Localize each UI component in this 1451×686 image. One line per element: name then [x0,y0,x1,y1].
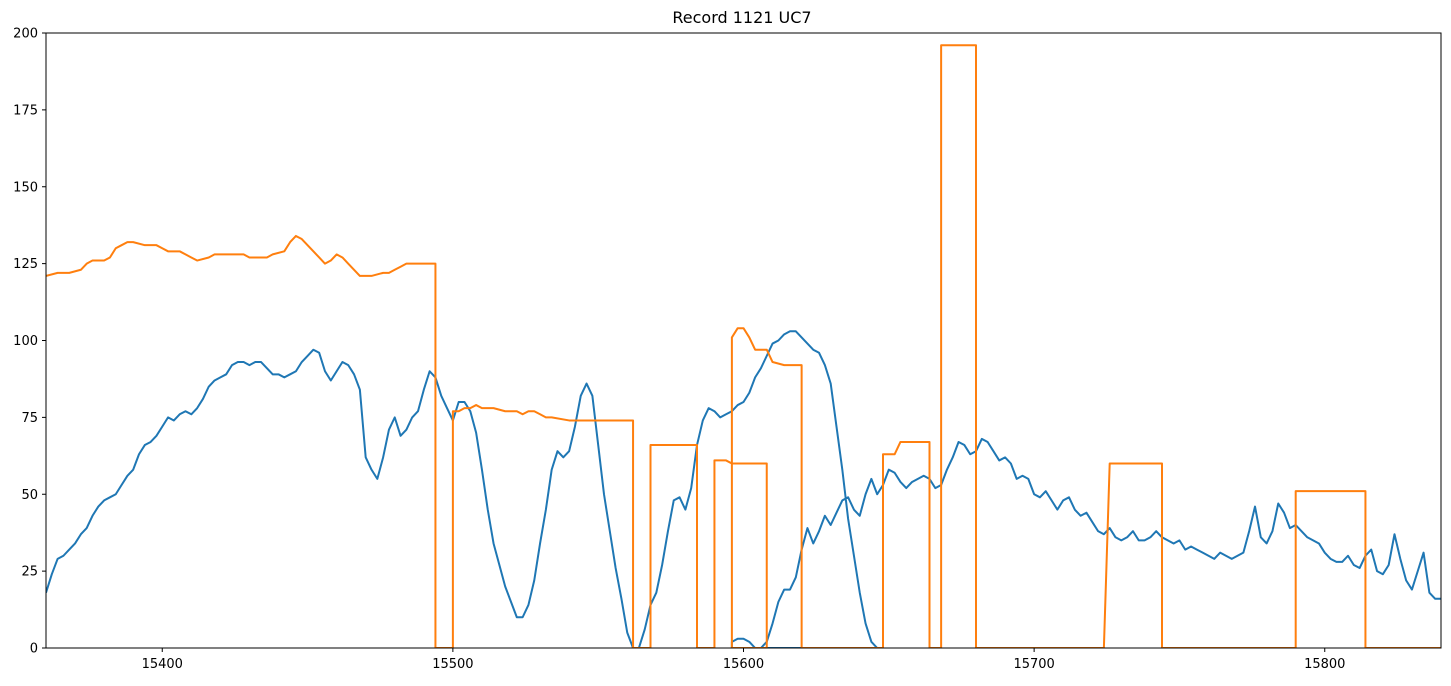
y-tick-label: 75 [21,411,38,426]
y-tick-label: 100 [13,334,38,349]
plot-frame [45,32,1442,649]
series-line-2 [46,44,1441,648]
x-tick-label: 15500 [432,657,473,672]
y-tick-label: 125 [13,257,38,272]
x-tick-label: 15600 [723,657,764,672]
x-tick-label: 15700 [1013,657,1054,672]
x-tick-label: 15800 [1304,657,1345,672]
y-tick-label: 150 [13,180,38,195]
chart-title: Record 1121 UC7 [672,8,811,27]
y-tick-label: 25 [21,565,38,580]
series-group [46,44,1441,648]
y-tick-label: 175 [13,103,38,118]
series-line-1 [46,330,1441,648]
y-tick-label: 50 [21,488,38,503]
plot-area [46,44,1441,648]
x-tick-label: 15400 [142,657,183,672]
y-tick-label: 200 [13,27,38,42]
axes: 15400 15500 15600 15700 15800 0 25 50 75 100 125 15… [13,27,1442,672]
y-tick-label: 0 [30,642,38,657]
